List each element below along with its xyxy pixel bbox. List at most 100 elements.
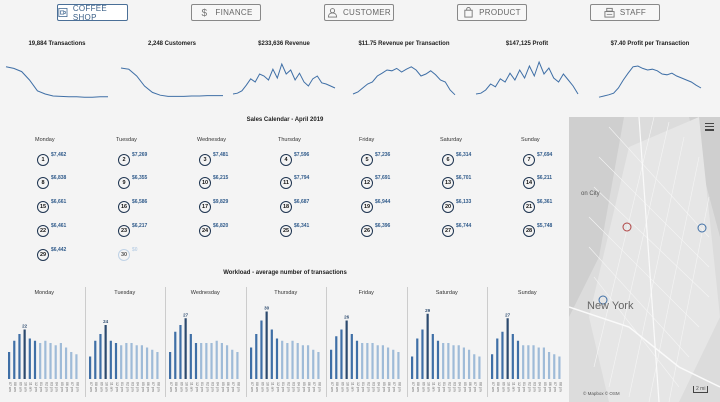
workload-peak-label: 27 <box>505 312 511 317</box>
map-menu-icon[interactable] <box>705 121 714 133</box>
calendar-day[interactable]: 9 $6,355 <box>118 175 178 193</box>
workload-bar <box>410 356 413 379</box>
map-attribution[interactable]: © Mapbox © OSM <box>583 391 620 396</box>
calendar-day-revenue: $6,396 <box>375 223 391 229</box>
map-scale: 2 mi <box>693 386 709 393</box>
nav-label: FINANCE <box>215 8 253 17</box>
workload-bar <box>426 313 429 379</box>
calendar-day[interactable]: 23 $6,217 <box>118 223 178 241</box>
workload-hour-label: 02 pm <box>527 382 531 392</box>
workload-bar <box>522 345 525 379</box>
calendar-day[interactable]: 24 $6,820 <box>199 223 259 241</box>
workload-hour-label: 06 pm <box>467 382 471 392</box>
calendar-day[interactable]: 12 $7,691 <box>361 175 421 193</box>
calendar-day-revenue: $6,701 <box>456 175 472 181</box>
calendar-day[interactable]: 19 $6,944 <box>361 199 421 217</box>
workload-hour-label: 03 pm <box>130 382 134 392</box>
workload-bar <box>542 347 545 379</box>
workload-hour-label: 05 pm <box>543 382 547 392</box>
workload-bar <box>210 343 213 379</box>
workload-bar <box>44 340 47 379</box>
workload-hour-label: 03 pm <box>49 382 53 392</box>
workload-bar <box>70 352 73 379</box>
workload-hour-label: 05 pm <box>140 382 144 392</box>
calendar-day[interactable]: 13 $6,701 <box>442 175 502 193</box>
workload-hour-label: 02 pm <box>125 382 129 392</box>
calendar-day[interactable]: 18 $6,687 <box>280 199 340 217</box>
workload-bar <box>98 334 102 379</box>
workload-bar <box>119 345 122 379</box>
sparkline-series <box>120 67 223 97</box>
calendar-day[interactable]: 28 $5,748 <box>523 223 583 241</box>
workload-bar <box>361 343 364 379</box>
workload-bar <box>75 354 78 379</box>
calendar-day[interactable]: 14 $6,211 <box>523 175 583 193</box>
workload-hour-label: 02 pm <box>205 382 209 392</box>
nav-finance-button[interactable]: $ FINANCE <box>191 4 261 21</box>
workload-hour-label: 06 pm <box>65 382 69 392</box>
sparkline-series <box>232 62 336 95</box>
kpi-label: $11.75 Revenue per Transaction <box>358 41 450 47</box>
workload-day-thursday: Thursday 07 am 08 am 09 am 10 am 11 am 12 pm 01… <box>245 287 327 397</box>
calendar-day[interactable]: 2 $7,269 <box>118 152 178 170</box>
calendar-day[interactable]: 16 $6,586 <box>118 199 178 217</box>
sparkline-series <box>352 66 456 96</box>
calendar-day[interactable]: 7 $7,694 <box>523 152 583 170</box>
calendar-day[interactable]: 6 $6,314 <box>442 152 502 170</box>
calendar-day[interactable]: 27 $6,744 <box>442 223 502 241</box>
calendar-day[interactable]: 8 $6,838 <box>37 175 97 193</box>
nav-coffee-shop-button[interactable]: COFFEE SHOP <box>57 3 128 22</box>
calendar-day-number: 13 <box>442 177 454 189</box>
nav-label: COFFEE SHOP <box>72 3 108 22</box>
calendar-day[interactable]: 1 $7,462 <box>37 152 97 170</box>
workload-bar <box>205 343 208 379</box>
nav-staff-button[interactable]: STAFF <box>590 4 660 21</box>
calendar-day[interactable]: 22 $6,461 <box>37 223 97 241</box>
map-label-new-york: New York <box>587 300 634 312</box>
workload-day-label: Tuesday <box>114 290 136 296</box>
kpi-sparkline <box>598 65 702 98</box>
calendar-day[interactable]: 15 $6,661 <box>37 199 97 217</box>
workload-day-tuesday: Tuesday 07 am 08 am 09 am 10 am 11 am 12 pm 01 … <box>84 287 166 397</box>
workload-bar <box>397 352 400 379</box>
calendar-day-revenue: $6,744 <box>456 223 472 229</box>
workload-bar <box>516 340 520 379</box>
calendar-day[interactable]: 17 $9,829 <box>199 199 259 217</box>
calendar-day[interactable]: 29 $6,442 <box>37 247 97 265</box>
calendar-day[interactable]: 4 $7,596 <box>280 152 340 170</box>
calendar-day[interactable]: 21 $6,361 <box>523 199 583 217</box>
workload-bar <box>270 329 273 379</box>
workload-hour-label: 01 pm <box>39 382 43 392</box>
calendar-day-revenue: $6,341 <box>294 223 310 229</box>
workload-hour-label: 11 am <box>351 382 355 392</box>
calendar-day-revenue: $6,215 <box>213 175 229 181</box>
calendar-day[interactable]: 5 $7,236 <box>361 152 421 170</box>
calendar-day[interactable]: 30 $0 <box>118 247 178 265</box>
nav-customer-button[interactable]: CUSTOMER <box>324 4 394 21</box>
calendar-day[interactable]: 26 $6,396 <box>361 223 421 241</box>
workload-hour-label: 11 am <box>29 382 33 392</box>
calendar-weekday-saturday: Saturday <box>440 137 463 143</box>
calendar-day-revenue: $7,481 <box>213 152 229 158</box>
workload-bar <box>506 318 509 379</box>
calendar-day[interactable]: 25 $6,341 <box>280 223 340 241</box>
kpi-label: 19,884 Transactions <box>28 41 86 47</box>
kpi-sparkline <box>475 60 579 95</box>
calendar-day[interactable]: 3 $7,481 <box>199 152 259 170</box>
nav-product-button[interactable]: PRODUCT <box>457 4 527 21</box>
workload-hour-label: 07 am <box>330 382 334 392</box>
workload-hour-label: 08 pm <box>397 382 401 392</box>
workload-hour-label: 03 pm <box>371 382 375 392</box>
calendar-day-number: 28 <box>523 225 535 237</box>
workload-hour-label: 08 am <box>174 382 178 392</box>
calendar-day[interactable]: 11 $7,794 <box>280 175 340 193</box>
workload-hour-label: 11 am <box>190 382 194 392</box>
calendar-day[interactable]: 20 $6,133 <box>442 199 502 217</box>
workload-bar <box>220 343 223 379</box>
workload-hour-label: 11 am <box>431 382 435 392</box>
calendar-day-revenue: $6,217 <box>132 223 148 229</box>
workload-hour-label: 06 pm <box>548 382 552 392</box>
store-map[interactable]: New York on City © Mapbox © OSM 2 mi <box>569 117 720 402</box>
calendar-day[interactable]: 10 $6,215 <box>199 175 259 193</box>
workload-hour-label: 09 am <box>179 382 183 392</box>
